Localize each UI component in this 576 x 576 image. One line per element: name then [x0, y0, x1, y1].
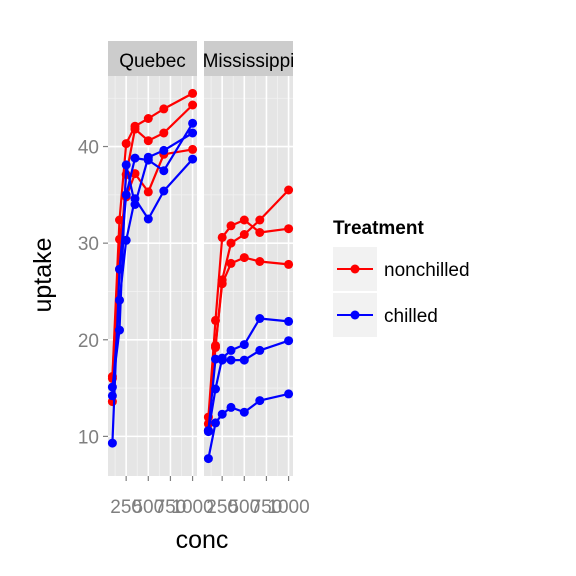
data-point-nonchilled: [284, 185, 294, 195]
data-point-chilled: [284, 316, 294, 326]
data-point-nonchilled: [226, 258, 236, 268]
legend-title: Treatment: [333, 218, 424, 239]
data-point-nonchilled: [121, 139, 131, 149]
data-point-chilled: [143, 152, 153, 162]
data-point-chilled: [255, 396, 265, 406]
data-point-chilled: [239, 355, 249, 365]
data-point-chilled: [203, 454, 213, 464]
data-point-chilled: [121, 160, 131, 170]
data-point-nonchilled: [143, 187, 153, 197]
data-point-nonchilled: [284, 259, 294, 269]
x-tick-label: 250: [110, 497, 142, 518]
data-point-chilled: [107, 382, 117, 392]
y-axis-title: uptake: [29, 237, 57, 312]
data-point-nonchilled: [239, 253, 249, 263]
data-point-nonchilled: [239, 230, 249, 239]
facet-strip: [108, 41, 197, 76]
data-point-nonchilled: [188, 144, 198, 154]
data-point-chilled: [239, 340, 249, 350]
data-point-chilled: [107, 438, 117, 448]
legend-label-nonchilled: nonchilled: [384, 260, 470, 281]
data-point-nonchilled: [159, 104, 169, 114]
data-point-chilled: [203, 426, 213, 436]
data-point-nonchilled: [255, 215, 265, 225]
data-point-chilled: [159, 166, 169, 176]
data-point-chilled: [255, 345, 265, 355]
data-point-chilled: [188, 128, 198, 138]
data-point-chilled: [217, 409, 227, 419]
data-point-nonchilled: [211, 341, 220, 351]
x-tick-label: 500: [228, 497, 260, 518]
data-point-chilled: [284, 336, 294, 346]
x-tick-label: 750: [251, 497, 283, 518]
data-point-chilled: [159, 186, 169, 196]
data-point-nonchilled: [130, 121, 140, 131]
data-point-nonchilled: [217, 232, 227, 242]
data-point-nonchilled: [143, 114, 153, 123]
data-point-nonchilled: [226, 221, 236, 231]
panel-background: [204, 76, 293, 476]
legend-key-point-nonchilled: [350, 264, 360, 274]
data-point-chilled: [211, 418, 220, 428]
data-point-chilled: [239, 407, 249, 417]
data-point-nonchilled: [217, 279, 227, 289]
data-point-chilled: [226, 355, 236, 365]
y-tick-label: 20: [78, 331, 99, 352]
data-point-chilled: [130, 153, 140, 163]
legend-key-point-chilled: [350, 310, 360, 320]
data-point-nonchilled: [226, 238, 236, 248]
legend-label-chilled: chilled: [384, 306, 438, 327]
facet-strip-label: Quebec: [119, 51, 186, 72]
panels-layer: Quebec2505007501000Mississippi2505007501…: [78, 41, 310, 518]
data-point-chilled: [188, 118, 198, 128]
legend: Treatment nonchilled chilled: [333, 218, 470, 337]
data-point-chilled: [255, 314, 265, 323]
data-point-chilled: [211, 354, 220, 364]
x-tick-label: 250: [206, 497, 238, 518]
data-point-nonchilled: [143, 136, 153, 146]
data-point-chilled: [226, 345, 236, 355]
data-point-nonchilled: [284, 224, 294, 234]
data-point-chilled: [115, 325, 124, 335]
facet-strip-label: Mississippi: [203, 51, 295, 72]
data-point-chilled: [159, 145, 169, 155]
x-tick-label: 1000: [171, 497, 213, 518]
facet-strip: [204, 41, 293, 76]
y-tick-label: 30: [78, 234, 99, 255]
x-axis-title: conc: [176, 526, 229, 554]
data-point-chilled: [226, 402, 236, 412]
x-tick-label: 1000: [267, 497, 309, 518]
data-point-chilled: [284, 389, 294, 399]
data-point-chilled: [217, 355, 227, 365]
data-point-nonchilled: [239, 215, 249, 225]
x-tick-label: 500: [132, 497, 164, 518]
data-point-chilled: [188, 154, 198, 164]
y-tick-label: 10: [78, 427, 99, 448]
data-point-nonchilled: [255, 228, 265, 237]
y-tick-label: 40: [78, 138, 99, 159]
data-point-nonchilled: [159, 128, 169, 138]
data-point-chilled: [143, 214, 153, 224]
x-tick-label: 750: [155, 497, 187, 518]
data-point-nonchilled: [188, 100, 198, 110]
data-point-nonchilled: [188, 88, 198, 98]
data-point-nonchilled: [255, 257, 265, 266]
data-point-nonchilled: [115, 215, 124, 225]
data-point-chilled: [130, 200, 140, 209]
